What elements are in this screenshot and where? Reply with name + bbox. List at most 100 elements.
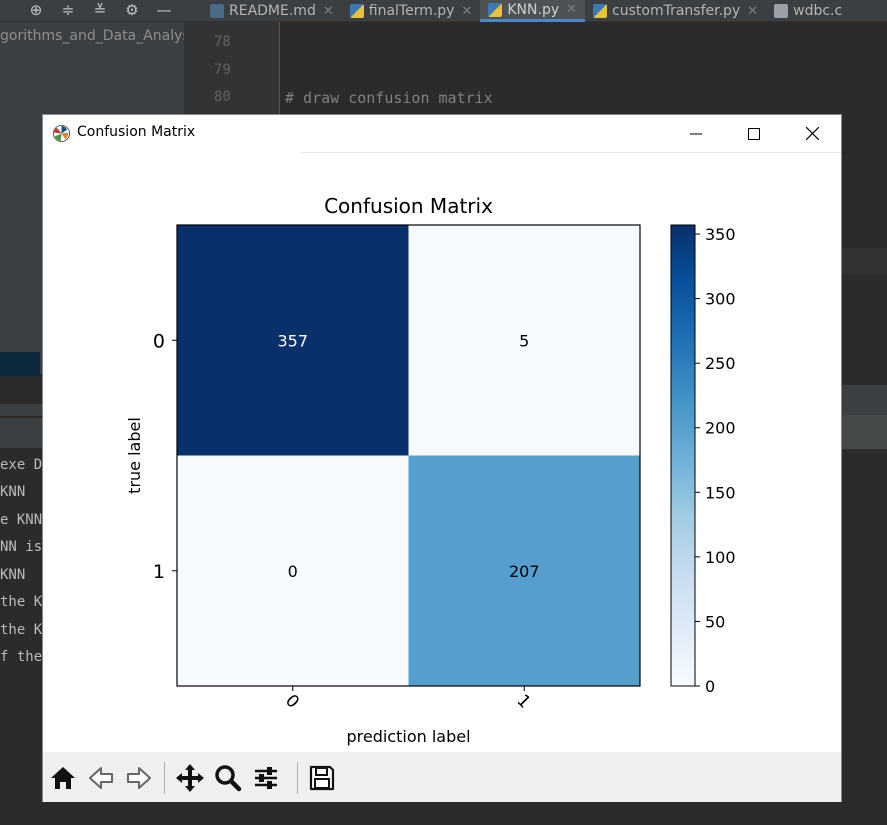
y-tick-label: 0 [153, 330, 165, 352]
heatmap-cell [177, 225, 409, 456]
console-line: exe D [0, 457, 43, 473]
window-title: Confusion Matrix [77, 124, 196, 140]
zoom-button[interactable] [211, 761, 245, 795]
cell-value-label: 0 [288, 562, 298, 581]
console-line: e KNN [0, 512, 43, 528]
close-icon[interactable]: ✕ [566, 2, 578, 17]
x-tick-label: 1 [513, 691, 535, 713]
console-header [0, 418, 42, 448]
pan-icon [176, 764, 204, 792]
colorbar-tick-label: 300 [705, 290, 736, 309]
maximize-icon [748, 127, 760, 140]
x-tick-label: 0 [281, 691, 303, 713]
close-icon[interactable]: ✕ [322, 3, 334, 19]
matplotlib-logo-icon [52, 124, 71, 143]
project-selection [0, 352, 40, 376]
collapse-all-icon[interactable]: ≚ [93, 1, 107, 19]
python-file-icon [349, 4, 364, 18]
y-axis-label: true label [125, 417, 144, 494]
close-button[interactable] [783, 115, 841, 152]
minimize-button[interactable] [667, 115, 725, 152]
configure-subplots-button[interactable] [249, 761, 283, 795]
console-line: KNN [0, 484, 26, 500]
close-icon[interactable]: ✕ [747, 3, 759, 19]
line-number: 80 [214, 89, 231, 105]
line-gutter [192, 22, 280, 114]
run-console [0, 400, 42, 825]
tab-customtransfer[interactable]: customTransfer.py ✕ [585, 0, 766, 22]
python-file-icon [488, 2, 503, 17]
save-button[interactable] [305, 761, 339, 795]
figure-canvas[interactable]: Confusion Matrix 357 5 0 207 0 1 0 1 prediction l… [43, 153, 841, 752]
colorbar-tick-label: 150 [705, 483, 736, 502]
colorbar-tick-label: 0 [705, 677, 715, 696]
console-line: KNN [0, 567, 26, 583]
cell-value-label: 357 [277, 331, 308, 350]
cell-value-label: 5 [519, 331, 529, 350]
maximize-button[interactable] [725, 115, 783, 152]
target-icon[interactable]: ⊕ [29, 1, 43, 19]
toolbar-separator [164, 762, 165, 794]
tab-label: wdbc.c [793, 3, 843, 19]
configure-subplots-icon [255, 767, 277, 789]
pan-button[interactable] [173, 761, 207, 795]
home-button[interactable] [46, 761, 80, 795]
zoom-icon [215, 765, 242, 792]
window-titlebar[interactable]: Confusion Matrix [43, 115, 841, 152]
tab-knn[interactable]: KNN.py ✕ [480, 0, 586, 22]
code-line[interactable]: # draw confusion matrix [285, 89, 493, 107]
titlebar-divider [301, 152, 841, 153]
heatmap-cell [408, 225, 641, 456]
tab-wdbc[interactable]: wdbc.c [766, 0, 850, 22]
text-file-icon [774, 4, 789, 18]
chart-title: Confusion Matrix [324, 194, 493, 218]
tab-label: KNN.py [507, 1, 560, 18]
tab-readme[interactable]: README.md ✕ [202, 0, 342, 22]
y-tick-label: 1 [153, 561, 165, 583]
close-icon [805, 127, 819, 140]
console-line: the K [0, 622, 43, 638]
close-icon[interactable]: ✕ [461, 3, 473, 19]
colorbar-tick-label: 100 [705, 548, 736, 567]
tab-finalterm[interactable]: finalTerm.py ✕ [342, 0, 481, 22]
navigation-toolbar [43, 752, 841, 802]
tab-label: finalTerm.py [368, 3, 455, 19]
line-number: 78 [214, 34, 231, 50]
editor-highlight [842, 248, 887, 274]
tab-label: customTransfer.py [612, 3, 741, 19]
axes-frame [176, 224, 641, 687]
cell-value-label: 207 [509, 562, 540, 581]
back-button[interactable] [84, 761, 118, 795]
colorbar-tick-label: 350 [705, 225, 736, 244]
colorbar-tick-label: 200 [705, 419, 736, 438]
colorbar-tick-label: 50 [705, 612, 725, 631]
toolbar-separator [297, 762, 298, 794]
forward-button[interactable] [122, 761, 156, 795]
minimize-icon[interactable]: — [156, 1, 172, 19]
markdown-file-icon [210, 4, 224, 18]
project-path[interactable]: gorithms_and_Data_Analysis [0, 28, 201, 44]
heatmap-cell [177, 455, 409, 687]
minimize-icon [690, 133, 702, 134]
tab-label: README.md [229, 3, 316, 19]
console-line: the K [0, 594, 43, 610]
colorbar [670, 224, 696, 687]
console-scrollbar[interactable] [0, 404, 42, 416]
heatmap-cell [408, 455, 641, 687]
back-arrow-icon [89, 767, 113, 789]
ide-toolbar: ⊕ ≑ ≚ ⚙ — README.md ✕ finalTerm.py ✕ KNN… [0, 0, 887, 22]
editor-tabs: README.md ✕ finalTerm.py ✕ KNN.py ✕ cust… [202, 0, 850, 22]
gear-icon[interactable]: ⚙ [125, 1, 139, 19]
confusion-matrix-window: Confusion Matrix Confusion Matrix 357 5 0 20… [42, 114, 842, 802]
console-line: NN is [0, 539, 43, 555]
line-number: 79 [214, 62, 231, 78]
home-icon [51, 767, 75, 789]
colorbar-tick-label: 250 [705, 354, 736, 373]
save-icon [309, 765, 335, 791]
panel-header [842, 415, 887, 449]
python-file-icon [593, 4, 608, 18]
forward-arrow-icon [127, 767, 151, 789]
console-line: f the [0, 649, 43, 665]
expand-all-icon[interactable]: ≑ [61, 1, 75, 19]
